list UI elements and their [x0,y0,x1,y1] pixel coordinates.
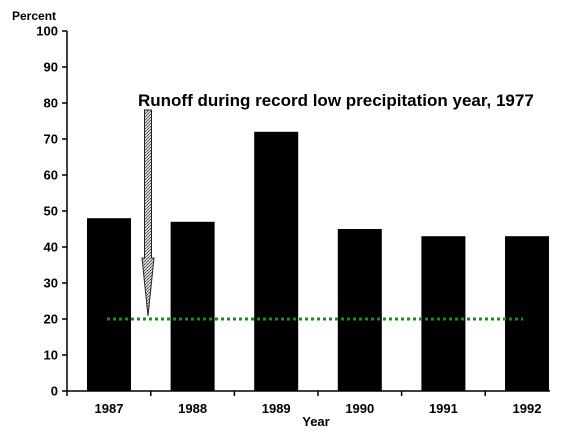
bar-1991 [421,236,466,391]
bar-1992 [505,236,549,391]
y-tick-label-80: 80 [44,96,58,111]
y-tick-label-40: 40 [44,240,58,255]
x-tick-label-1989: 1989 [262,401,291,416]
bar-1988 [170,221,215,391]
y-tick-label-10: 10 [44,348,58,363]
annotation-text: Runoff during record low precipitation y… [138,91,534,110]
y-tick-label-50: 50 [44,204,58,219]
y-ticks-group: 0 10 20 30 40 50 60 70 80 90 100 [36,24,67,399]
y-tick-label-30: 30 [44,276,58,291]
y-tick-label-20: 20 [44,312,58,327]
x-tick-label-1987: 1987 [95,401,124,416]
x-tick-label-1992: 1992 [513,401,542,416]
x-tick-label-1988: 1988 [178,401,207,416]
bar-1990 [337,229,382,391]
bars-group [87,131,549,392]
bar-1987 [87,218,131,391]
y-tick-label-100: 100 [36,24,58,39]
annotation-arrow [141,109,155,317]
y-tick-label-70: 70 [44,132,58,147]
x-tick-label-1990: 1990 [345,401,374,416]
y-tick-label-0: 0 [51,384,58,399]
y-axis-label: Percent [12,9,56,23]
x-axis-label: Year [302,414,329,429]
bar-1989 [254,131,299,392]
y-tick-label-90: 90 [44,60,58,75]
y-tick-label-60: 60 [44,168,58,183]
x-ticks-group: 1987 1988 1989 1990 1991 1992 [66,391,542,416]
x-tick-label-1991: 1991 [429,401,458,416]
annotation-group: Runoff during record low precipitation y… [138,91,534,317]
